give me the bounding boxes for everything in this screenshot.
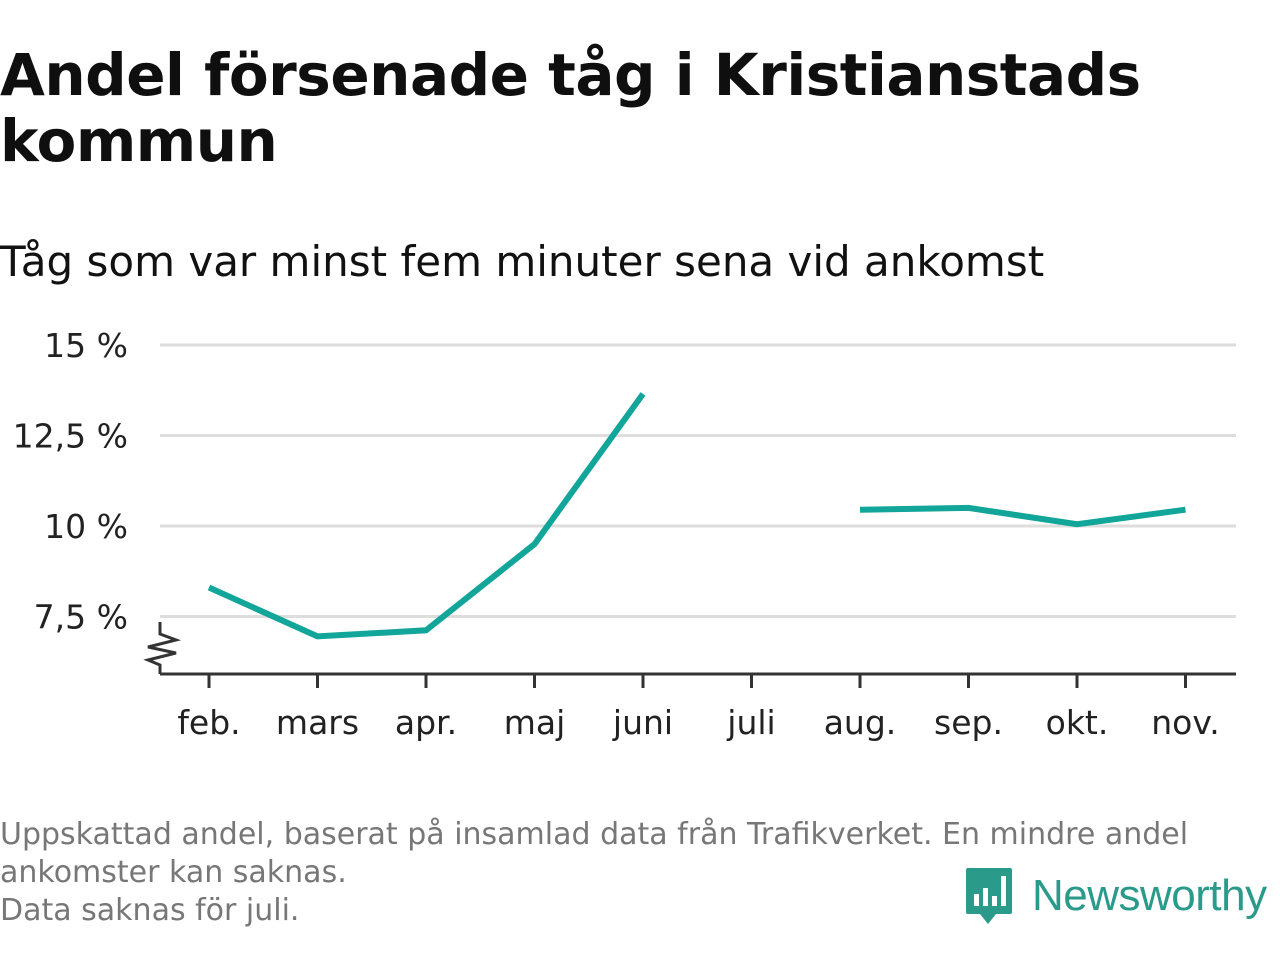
- source-note: Uppskattad andel, baserat på insamlad da…: [0, 817, 1189, 890]
- gridlines: [160, 343, 1236, 618]
- x-axis: feb. mars apr. maj juni juli aug. sep. okt. nov.: [160, 672, 1236, 742]
- y-tick-label: 12,5 %: [13, 417, 128, 456]
- x-tick-label: mars: [276, 703, 359, 742]
- chart-subtitle: Tåg som var minst fem minuter sena vid a…: [0, 237, 1045, 286]
- x-tick-label: aug.: [824, 703, 897, 742]
- x-tick-label: maj: [504, 703, 566, 742]
- line-chart: 7,5 % 10 % 12,5 % 15 % feb. mars apr. maj juni j…: [13, 326, 1236, 742]
- y-tick-label: 15 %: [44, 326, 128, 365]
- missing-data-note: Data saknas för juli.: [0, 893, 300, 928]
- axis-break-marker: [143, 622, 182, 674]
- x-tick-label: sep.: [934, 703, 1003, 742]
- y-tick-label: 7,5 %: [34, 598, 128, 637]
- newsworthy-logo: Newsworthy: [964, 864, 1267, 928]
- logo-text: Newsworthy: [1032, 871, 1267, 920]
- x-tick-label: juli: [726, 703, 775, 742]
- series-line-segment: [859, 504, 1186, 528]
- y-tick-labels: 7,5 % 10 % 12,5 % 15 %: [13, 326, 128, 637]
- chart-title: Andel försenade tåg i Kristianstads komm…: [0, 41, 1141, 175]
- x-tick-label: apr.: [395, 703, 457, 742]
- x-tick-label: feb.: [177, 703, 240, 742]
- axis-break-zigzag: [143, 622, 182, 674]
- y-tick-label: 10 %: [44, 507, 128, 546]
- footer-notes: Uppskattad andel, baserat på insamlad da…: [0, 816, 1270, 930]
- x-tick-label: juni: [612, 703, 673, 742]
- data-series: [207, 392, 1186, 640]
- newsworthy-bar-chart-icon: [966, 868, 1012, 924]
- series-line-segment: [207, 392, 646, 640]
- x-tick-label: nov.: [1151, 703, 1220, 742]
- x-tick-label: okt.: [1046, 703, 1109, 742]
